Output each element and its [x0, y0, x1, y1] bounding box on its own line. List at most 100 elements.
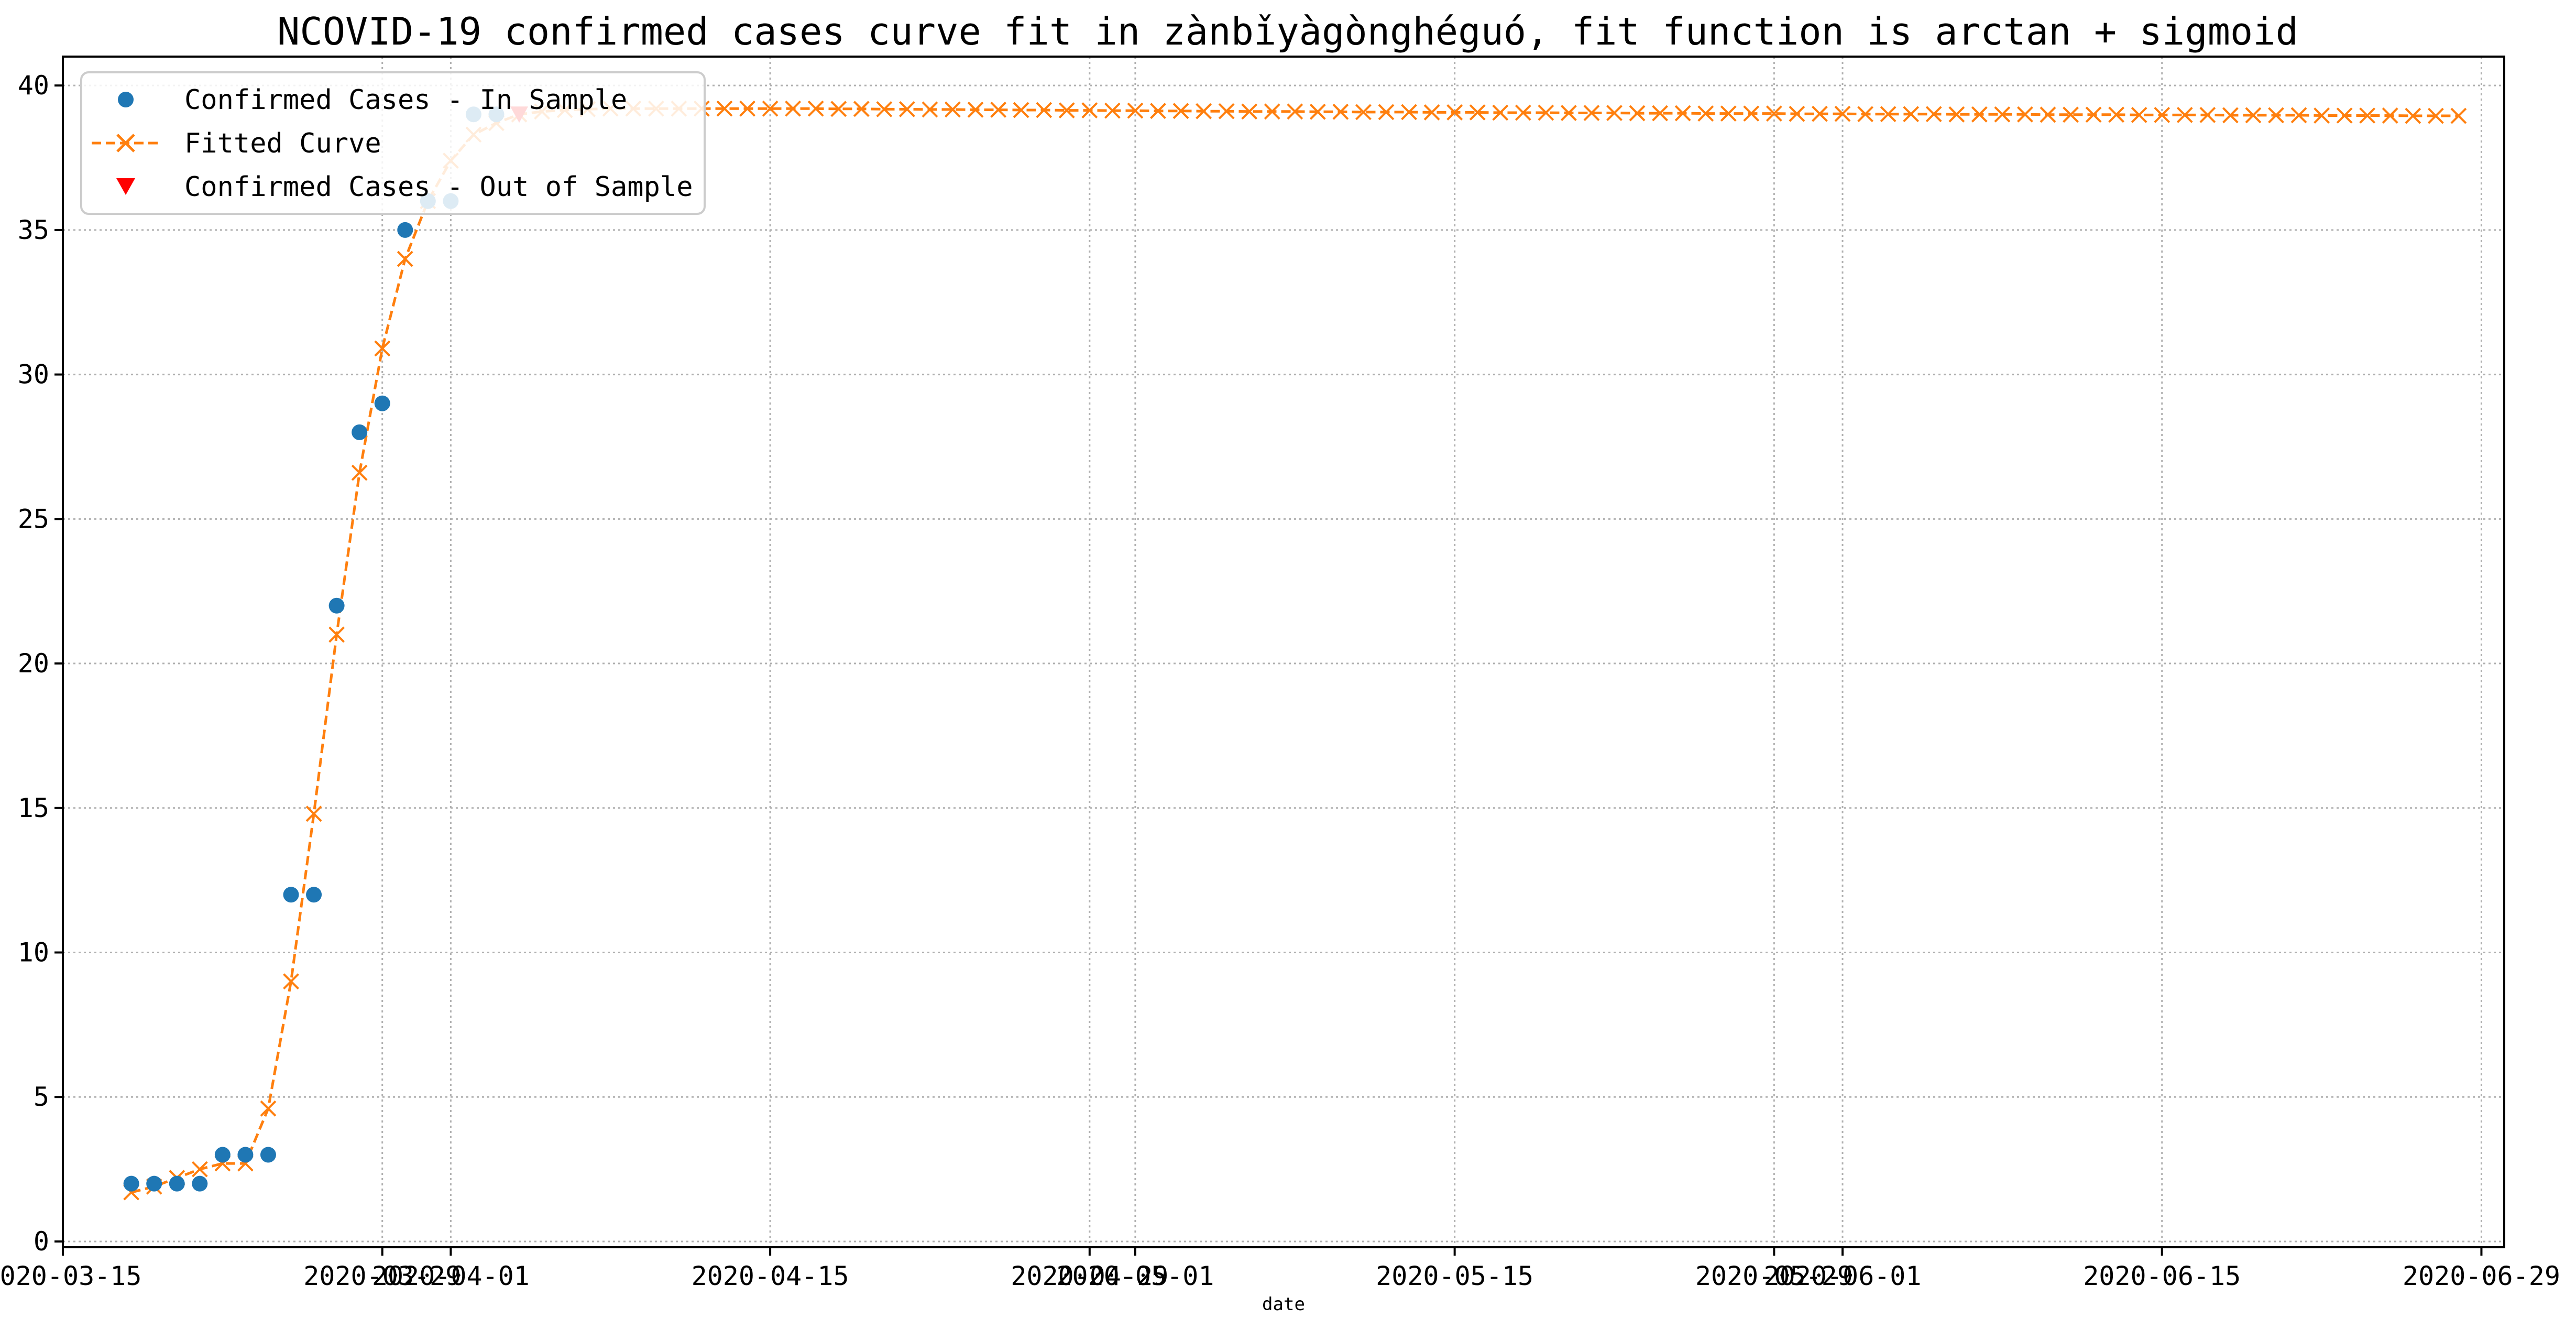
fitted-curve-point	[1994, 106, 2011, 123]
fitted-curve-point	[1127, 102, 1144, 119]
fitted-curve-point	[2336, 107, 2353, 124]
fitted-curve-point	[922, 101, 938, 118]
fitted-curve-point	[739, 100, 755, 117]
y-tick-label: 30	[18, 360, 49, 390]
legend: Confirmed Cases - In Sample Fitted Curve…	[80, 71, 706, 215]
fitted-curve-point	[1332, 103, 1349, 120]
fitted-curve-point	[716, 100, 733, 117]
fitted-curve-point	[1355, 104, 1372, 121]
fitted-curve-point	[397, 250, 413, 267]
fitted-curve-point	[2359, 107, 2376, 124]
fitted-curve-point	[1423, 104, 1440, 121]
fitted-curve-point	[807, 100, 824, 117]
in-sample-point	[237, 1147, 254, 1163]
x-tick-label: 2020-03-15	[0, 1261, 142, 1291]
fitted-curve-point	[1629, 105, 1646, 122]
legend-marker-fitted	[116, 134, 135, 152]
fitted-curve-point	[1081, 102, 1098, 118]
fitted-curve-point	[2290, 107, 2307, 124]
fitted-curve-point	[374, 340, 391, 357]
fitted-curve-point	[1720, 105, 1737, 122]
fitted-curve-point	[2245, 107, 2262, 124]
in-sample-point	[306, 887, 322, 903]
fitted-curve-point	[2017, 106, 2033, 123]
y-tick-label: 5	[34, 1082, 49, 1112]
fitted-curve-point	[1948, 106, 1965, 123]
fitted-curve-point	[1652, 105, 1669, 122]
fitted-curve-point	[1674, 105, 1691, 122]
fitted-curve-point	[260, 1100, 277, 1117]
fitted-curve-point	[1150, 103, 1166, 119]
fitted-curve-point	[2040, 106, 2056, 123]
fitted-curve-point	[898, 101, 915, 117]
fitted-curve-point	[1697, 105, 1714, 122]
fitted-curve-point	[328, 626, 345, 643]
in-sample-point	[328, 597, 345, 614]
fitted-curve-point	[2085, 106, 2102, 123]
x-tick-label: 2020-05-15	[1376, 1261, 1533, 1291]
legend-box	[80, 71, 706, 215]
fitted-curve-point	[1241, 103, 1258, 120]
y-tick-label: 10	[18, 938, 49, 968]
fitted-curve-point	[2405, 107, 2421, 124]
in-sample-point	[123, 1175, 139, 1192]
fitted-curve-point	[1036, 102, 1053, 118]
in-sample-point	[214, 1147, 231, 1163]
in-sample-point	[374, 395, 390, 411]
fitted-curve-point	[1172, 103, 1189, 119]
y-tick-label: 0	[34, 1226, 49, 1257]
fitted-curve-point	[305, 805, 322, 822]
fitted-curve-point	[830, 101, 847, 117]
fitted-curve-point	[1789, 105, 1805, 122]
y-tick-label: 25	[18, 504, 49, 534]
fitted-curve-point	[1560, 105, 1577, 121]
fitted-curve-point	[762, 100, 779, 117]
legend-label-fitted: Fitted Curve	[184, 128, 381, 159]
fitted-curve-point	[945, 101, 961, 118]
fitted-curve-point	[1492, 104, 1509, 121]
fitted-curve-point	[2222, 107, 2239, 124]
y-tick-label: 20	[18, 648, 49, 679]
x-tick-label: 2020-03-29	[303, 1261, 461, 1291]
fitted-curve-point	[2154, 106, 2171, 123]
fitted-curve-point	[1401, 104, 1417, 121]
fitted-curve-point	[2382, 107, 2398, 124]
y-tick-label: 15	[18, 793, 49, 823]
fitted-curve-point	[1606, 105, 1623, 121]
fitted-curve-point	[1743, 105, 1760, 122]
fitted-curve-point	[2131, 106, 2147, 123]
fitted-curve-point	[2450, 107, 2467, 124]
fitted-curve-point	[2199, 106, 2216, 123]
in-sample-point	[192, 1175, 208, 1192]
fitted-curve-point	[2063, 106, 2079, 123]
fitted-curve-point	[1857, 106, 1873, 123]
fitted-curve-point	[1812, 105, 1828, 122]
fitted-curve-point	[283, 973, 299, 990]
x-tick-label: 2020-06-01	[1763, 1261, 1921, 1291]
fitted-curve-point	[853, 101, 870, 117]
in-sample-point	[260, 1147, 276, 1163]
y-tick-label: 35	[18, 215, 49, 245]
fitted-curve-point	[1264, 103, 1280, 120]
x-tick-label: 2020-04-01	[372, 1261, 530, 1291]
in-sample-point	[146, 1175, 162, 1192]
fitted-curve-point	[1469, 104, 1486, 121]
x-tick-label: 2020-06-29	[2403, 1261, 2560, 1291]
fitted-curve-point	[990, 102, 1007, 118]
fitted-curve-point	[351, 464, 368, 481]
legend-label-out-of-sample: Confirmed Cases - Out of Sample	[184, 171, 693, 203]
fitted-curve-point	[1218, 103, 1235, 119]
legend-label-in-sample: Confirmed Cases - In Sample	[184, 84, 627, 116]
fitted-curve-point	[876, 101, 893, 117]
x-tick-label: 2020-05-01	[1056, 1261, 1214, 1291]
fitted-curve-point	[1515, 104, 1531, 121]
fitted-curve-point	[191, 1161, 208, 1178]
fitted-curve-point	[1971, 106, 1988, 123]
x-tick-label: 2020-05-29	[1695, 1261, 1853, 1291]
in-sample-point	[169, 1175, 185, 1192]
fitted-curve-point	[1446, 104, 1463, 121]
in-sample-point	[352, 424, 368, 440]
fitted-curve-point	[2427, 107, 2444, 124]
fitted-curve-point	[1903, 106, 1920, 123]
